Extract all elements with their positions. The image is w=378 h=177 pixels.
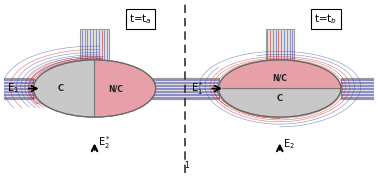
Text: t=t$_a$: t=t$_a$ [129, 12, 152, 26]
Text: E$_1^*$: E$_1^*$ [191, 80, 204, 97]
Text: t=t$_b$: t=t$_b$ [314, 12, 338, 26]
Wedge shape [218, 88, 341, 117]
Text: E$_1$: E$_1$ [8, 82, 19, 95]
Bar [144, 78, 218, 99]
Bar [0, 78, 33, 99]
Text: E$_2^*$: E$_2^*$ [98, 134, 111, 151]
Bar [156, 78, 200, 99]
Wedge shape [33, 60, 94, 117]
Bar [266, 29, 294, 60]
Wedge shape [94, 60, 156, 117]
Text: C: C [277, 94, 283, 103]
Text: C: C [58, 84, 64, 93]
Wedge shape [218, 60, 341, 88]
Circle shape [218, 60, 341, 117]
Text: 1: 1 [184, 161, 189, 170]
Text: N/C: N/C [272, 74, 287, 83]
Text: E$_2$: E$_2$ [284, 137, 295, 151]
Bar [81, 29, 108, 60]
Circle shape [33, 60, 156, 117]
Text: N/C: N/C [108, 84, 123, 93]
Bar [341, 78, 378, 99]
